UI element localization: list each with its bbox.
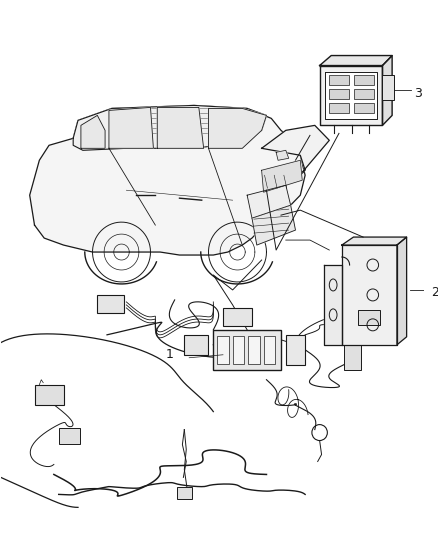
Text: 1: 1 — [166, 348, 174, 361]
Polygon shape — [320, 55, 392, 66]
Bar — [213, 330, 281, 370]
Bar — [329, 90, 349, 100]
Polygon shape — [247, 185, 291, 218]
Bar — [35, 385, 64, 405]
Bar — [233, 336, 244, 364]
Polygon shape — [81, 116, 105, 148]
Polygon shape — [320, 66, 382, 125]
Polygon shape — [73, 106, 266, 150]
Bar — [248, 336, 260, 364]
Bar — [354, 103, 374, 114]
Polygon shape — [208, 108, 266, 148]
Polygon shape — [342, 245, 397, 345]
Polygon shape — [276, 150, 289, 160]
Polygon shape — [252, 205, 296, 245]
Bar — [286, 335, 305, 365]
Polygon shape — [342, 237, 406, 245]
Bar — [223, 308, 252, 326]
Bar — [184, 335, 208, 355]
Bar — [329, 103, 349, 114]
Polygon shape — [397, 237, 406, 345]
Polygon shape — [261, 160, 302, 192]
Polygon shape — [109, 108, 153, 148]
Bar — [59, 427, 80, 443]
Bar — [97, 295, 124, 313]
Text: 3: 3 — [414, 87, 422, 100]
Polygon shape — [30, 106, 305, 255]
Bar — [382, 76, 394, 100]
Bar — [358, 310, 380, 325]
Polygon shape — [157, 108, 204, 148]
Bar — [354, 76, 374, 85]
Bar — [217, 336, 229, 364]
Bar — [354, 90, 374, 100]
Text: 2: 2 — [431, 286, 438, 300]
Polygon shape — [382, 55, 392, 125]
Bar — [177, 487, 192, 499]
Polygon shape — [325, 265, 342, 345]
Polygon shape — [325, 71, 377, 119]
Bar — [329, 76, 349, 85]
Bar — [264, 336, 275, 364]
Bar — [344, 345, 361, 370]
Polygon shape — [261, 125, 329, 180]
